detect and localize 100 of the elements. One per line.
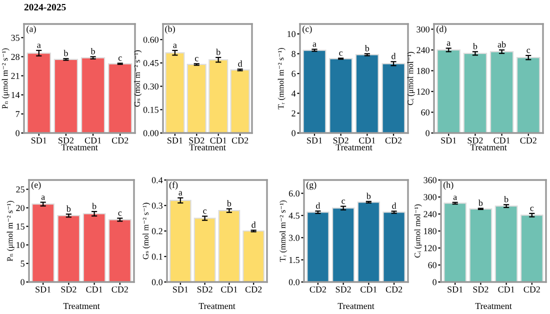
y-tick-label: 0.60 [143,36,158,43]
y-axis-title: Pₙ (μmol m⁻² s⁻¹) [6,200,14,262]
y-tick-label: 20 [16,204,24,212]
y-tick-label: 240 [416,47,430,54]
y-tick-label: 0.30 [143,83,158,90]
data-label: a [41,196,45,200]
data-label: a [178,191,182,196]
bar [444,202,467,282]
x-tick-label: SD1 [168,137,182,144]
bar [32,204,55,282]
y-axis-title: Tᵣ (mmol m⁻² s⁻¹) [280,200,288,262]
data-label: ab [498,41,506,48]
x-tick-label: SD1 [172,286,188,293]
chart-title: 2024-2025 [24,4,66,10]
data-label: b [90,48,95,54]
bar [306,212,330,282]
data-label: a [173,44,177,48]
x-tick-label: SD2 [58,137,74,144]
y-axis-title: Tᵣ (mmol m⁻² s⁻¹) [278,48,286,110]
x-axis-title: Treatment [470,144,507,150]
bar [194,218,216,282]
bar [82,213,106,282]
x-tick-label: CD1 [494,137,510,144]
y-tick-label: 2 [292,110,296,116]
data-label: b [472,42,478,50]
annotation: (d) [436,26,446,34]
data-label: c [339,51,343,56]
x-tick-label: CD2 [112,286,128,293]
y-tick-label: 25 [16,186,24,192]
x-axis-title: Treatment [198,303,236,310]
annotation: (h) [443,182,454,190]
y-tick-label: 0.0 [288,279,300,286]
data-label: b [226,200,232,206]
bar [208,59,228,133]
y-axis-title: Cᵢ (μmol mol⁻¹) [414,204,422,258]
annotation: (e) [31,182,41,190]
x-tick-label: SD1 [31,137,46,144]
bar [108,63,132,133]
x-tick-label: SD1 [441,137,456,144]
data-label: b [366,192,371,200]
y-tick-label: 0.15 [143,106,158,113]
data-label: b [64,50,68,56]
x-axis-title: Treatment [336,144,372,150]
data-label: a [446,42,450,46]
x-tick-label: CD2 [310,286,326,293]
y-tick-label: 0 [20,279,24,286]
data-label: b [478,200,483,206]
x-tick-label: SD2 [197,286,212,293]
y-tick-label: 0.3 [152,202,162,209]
bar [54,58,78,133]
x-tick-label: CD1 [359,137,376,144]
x-axis-title: Treatment [189,144,226,150]
y-tick-label: 10 [16,242,24,248]
x-tick-label: CD1 [86,286,102,293]
y-tick-label: 0 [16,130,20,136]
y-tick-label: 3.0 [288,234,300,241]
bar [80,57,106,133]
data-label: b [216,48,220,56]
bar [329,58,353,133]
y-axis-title: Gₛ (mol m⁻² s⁻¹) [134,50,142,107]
y-tick-label: 120 [417,88,430,95]
x-axis-title: Treatment [61,144,98,150]
data-label: c [118,212,122,216]
y-tick-label: 180 [424,228,436,234]
y-tick-label: 60 [421,109,430,116]
x-tick-label: CD2 [524,286,540,293]
y-tick-label: 0 [292,130,296,136]
y-tick-label: 60 [428,262,436,268]
x-axis-title: Treatment [63,303,100,310]
y-tick-label: 8 [292,50,296,57]
annotation: (b) [165,26,175,34]
annotation: (g) [306,182,316,190]
bar [26,52,51,133]
x-tick-label: CD2 [232,137,248,144]
y-axis-title: Pₙ (μmol m⁻² s⁻¹) [2,48,10,109]
y-tick-label: 1.5 [289,257,300,264]
data-label: b [92,202,96,210]
y-tick-label: 7 [16,111,20,118]
x-tick-label: CD1 [360,286,377,293]
data-label: d [316,202,320,209]
y-tick-label: 35 [11,34,20,41]
y-tick-label: 300 [416,26,430,32]
data-label: c [118,56,122,61]
y-tick-label: 360 [424,177,436,184]
y-tick-label: 4 [291,90,296,96]
bar [242,230,265,282]
y-tick-label: 4.5 [288,212,300,219]
bar [382,63,406,133]
data-label: a [312,42,316,47]
y-tick-label: 0.4 [152,177,163,184]
y-tick-label: 0 [432,279,436,286]
x-tick-label: CD1 [221,286,238,293]
x-tick-label: SD2 [336,286,351,293]
y-tick-label: 0.45 [143,60,158,66]
x-tick-label: SD2 [333,137,348,144]
x-tick-label: CD2 [385,137,402,144]
bar [186,64,206,133]
y-tick-label: 0.2 [152,228,162,234]
data-label: d [252,222,256,228]
data-label: c [203,210,207,214]
